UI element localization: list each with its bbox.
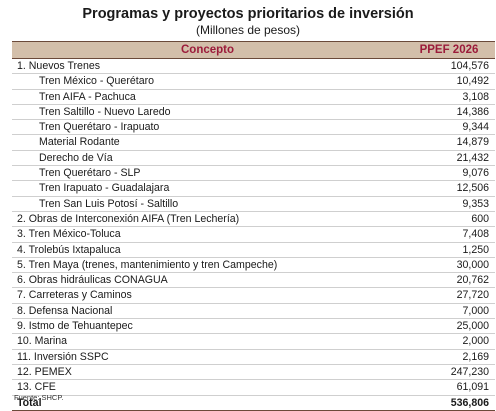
row-label: 2. Obras de Interconexión AIFA (Tren Lec… <box>12 211 403 228</box>
row-label: 12. PEMEX <box>12 364 403 381</box>
row-label: 5. Tren Maya (trenes, mantenimiento y tr… <box>12 257 403 274</box>
table-row: Tren Querétaro - SLP 9,076 <box>12 165 495 182</box>
table-row: 12. PEMEX 247,230 <box>12 364 495 381</box>
row-label: Tren AIFA - Pachuca <box>12 89 403 105</box>
row-value: 20,762 <box>403 272 495 289</box>
table-row: Tren Irapuato - Guadalajara 12,506 <box>12 180 495 197</box>
row-value: 25,000 <box>403 318 495 335</box>
row-value: 10,492 <box>403 73 495 90</box>
row-value: 600 <box>403 211 495 228</box>
row-label: 9. Istmo de Tehuantepec <box>12 318 403 335</box>
total-row: Total 536,806 <box>12 394 495 411</box>
header-concept: Concepto <box>12 41 403 59</box>
row-label: Tren Irapuato - Guadalajara <box>12 180 403 197</box>
table-row: 7. Carreteras y Caminos 27,720 <box>12 287 495 304</box>
row-value: 3,108 <box>403 89 495 105</box>
row-value: 9,353 <box>403 196 495 212</box>
table-row: 13. CFE 61,091 <box>12 379 495 396</box>
row-label: 11. Inversión SSPC <box>12 349 403 365</box>
row-label: 3. Tren México-Toluca <box>12 226 403 243</box>
source-note: Fuente: SHCP. <box>14 393 64 402</box>
row-value: 27,720 <box>403 287 495 304</box>
row-value: 14,879 <box>403 134 495 151</box>
page-title: Programas y proyectos prioritarios de in… <box>82 6 414 22</box>
row-value: 247,230 <box>403 364 495 381</box>
row-value: 30,000 <box>403 257 495 274</box>
row-label: Material Rodante <box>12 134 403 151</box>
row-label: Tren Saltillo - Nuevo Laredo <box>12 104 403 121</box>
row-value: 2,169 <box>403 349 495 365</box>
investment-table: Concepto PPEF 2026 1. Nuevos Trenes 104,… <box>12 41 495 411</box>
row-value: 2,000 <box>403 333 495 350</box>
row-label: 1. Nuevos Trenes <box>12 58 403 75</box>
row-value: 9,076 <box>403 165 495 182</box>
table-row: Derecho de Vía 21,432 <box>12 150 495 167</box>
table-row: 3. Tren México-Toluca 7,408 <box>12 226 495 243</box>
row-label: 7. Carreteras y Caminos <box>12 287 403 304</box>
table-row: Material Rodante 14,879 <box>12 134 495 151</box>
table-row: 11. Inversión SSPC 2,169 <box>12 349 495 365</box>
row-label: 4. Trolebús Ixtapaluca <box>12 242 403 258</box>
total-label: Total <box>12 394 403 411</box>
table-row: Tren Querétaro - Irapuato 9,344 <box>12 119 495 136</box>
row-label: Tren San Luis Potosí - Saltillo <box>12 196 403 212</box>
row-value: 12,506 <box>403 180 495 197</box>
table-row: 4. Trolebús Ixtapaluca 1,250 <box>12 242 495 258</box>
row-value: 61,091 <box>403 379 495 396</box>
row-label: 10. Marina <box>12 333 403 350</box>
header-value: PPEF 2026 <box>403 41 495 59</box>
table-row: 5. Tren Maya (trenes, mantenimiento y tr… <box>12 257 495 274</box>
row-value: 9,344 <box>403 119 495 136</box>
table-row: Tren San Luis Potosí - Saltillo 9,353 <box>12 196 495 212</box>
row-value: 104,576 <box>403 58 495 75</box>
row-label: Tren México - Querétaro <box>12 73 403 90</box>
row-label: Tren Querétaro - Irapuato <box>12 119 403 136</box>
row-label: Tren Querétaro - SLP <box>12 165 403 182</box>
table-row: 6. Obras hidráulicas CONAGUA 20,762 <box>12 272 495 289</box>
table-row: Tren Saltillo - Nuevo Laredo 14,386 <box>12 104 495 121</box>
row-value: 7,408 <box>403 226 495 243</box>
table-row: 9. Istmo de Tehuantepec 25,000 <box>12 318 495 335</box>
table-row: 1. Nuevos Trenes 104,576 <box>12 58 495 75</box>
row-value: 14,386 <box>403 104 495 121</box>
row-value: 21,432 <box>403 150 495 167</box>
total-value: 536,806 <box>403 394 495 411</box>
page-subtitle: (Millones de pesos) <box>195 23 301 37</box>
row-label: 6. Obras hidráulicas CONAGUA <box>12 272 403 289</box>
table-header-row: Concepto PPEF 2026 <box>12 41 495 59</box>
row-label: 13. CFE <box>12 379 403 396</box>
table-row: Tren AIFA - Pachuca 3,108 <box>12 89 495 105</box>
table-row: 10. Marina 2,000 <box>12 333 495 350</box>
row-label: Derecho de Vía <box>12 150 403 167</box>
table-row: 8. Defensa Nacional 7,000 <box>12 303 495 320</box>
row-value: 7,000 <box>403 303 495 320</box>
row-value: 1,250 <box>403 242 495 258</box>
row-label: 8. Defensa Nacional <box>12 303 403 320</box>
table-row: Tren México - Querétaro 10,492 <box>12 73 495 90</box>
table-row: 2. Obras de Interconexión AIFA (Tren Lec… <box>12 211 495 228</box>
